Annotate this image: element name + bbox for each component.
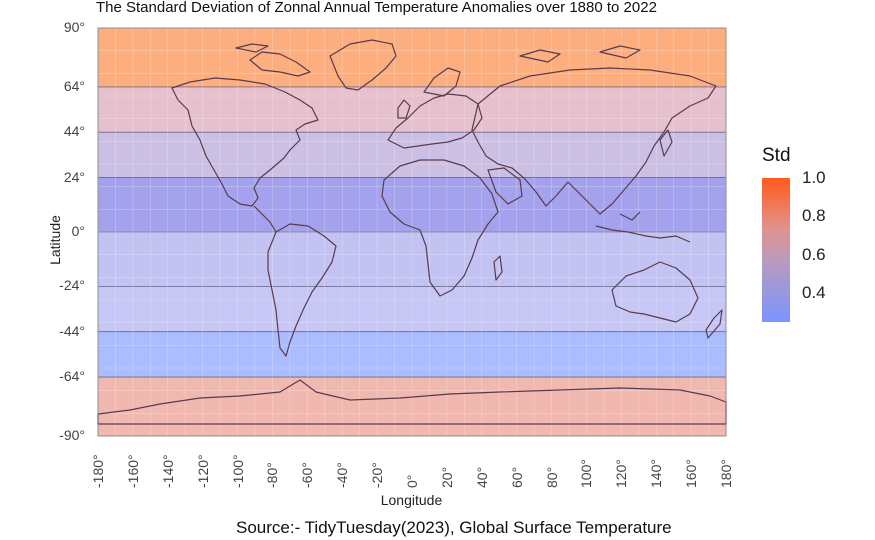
x-tick-label: -40° [334,462,351,488]
x-axis-label: Longitude [380,492,443,508]
legend-colorbar [762,178,790,322]
zone-band-5 [97,285,727,333]
north-america-outline [171,77,319,207]
zone-band-1 [97,86,727,133]
legend-title: Std [762,145,791,166]
y-tick-label: 44° [63,123,85,140]
y-tick-label: -44° [59,322,85,339]
greenland-outline [329,39,397,91]
y-tick-label: -24° [59,277,85,294]
legend-tick-label: 0.8 [802,206,826,226]
arctic-islands-outline [235,43,311,77]
y-tick-label: 90° [63,19,85,35]
scandinavia-outline [423,67,461,97]
x-tick-label: 80° [543,466,560,488]
x-tick-label: 120° [613,459,630,488]
x-tick-label: -80° [264,462,281,488]
chart-title: The Standard Deviation of Zonnal Annual … [96,0,657,16]
zone-band-3 [97,177,727,233]
x-tick-label: 60° [508,466,525,488]
x-tick-label: -160° [124,454,141,488]
y-tick-label: 0° [71,223,85,239]
latitude-zones [97,27,727,437]
x-tick-label: -140° [159,454,176,488]
legend-tick-label: 0.4 [802,283,826,303]
siberia-islands-outline [519,45,641,63]
arabia-outline [487,167,523,205]
y-tick-label: -64° [59,368,85,385]
zone-band-7 [97,376,727,437]
south-america-outline [267,223,337,357]
x-tick-label: 0° [404,474,420,488]
y-tick-label: -90° [59,427,85,443]
x-tick-label: 20° [438,466,455,488]
new-zealand-outline [705,309,723,339]
legend-tick-label: 1.0 [802,168,826,187]
y-tick-label: 64° [63,77,85,94]
x-tick-label: -120° [194,454,211,488]
x-tick-label: 160° [683,459,700,488]
indonesia-outline [595,211,691,243]
africa-outline [381,159,499,297]
europe-outline [387,93,483,149]
central-america-outline [253,205,277,233]
x-axis-label-wrap: Longitude [0,492,875,508]
x-tick-label: -100° [229,454,246,488]
zone-band-4 [97,231,727,287]
x-tick-label: -20° [369,462,386,488]
x-tick-label: -180° [90,454,106,488]
x-tick-label: 140° [648,459,665,488]
coastlines [97,39,727,425]
x-tick-label: 40° [473,466,490,488]
uk-outline [397,99,411,119]
zone-band-2 [97,131,727,178]
grid-lines [97,27,727,437]
madagascar-outline [493,255,503,281]
x-tick-label: 180° [718,459,734,488]
japan-outline [659,129,673,157]
australia-outline [611,261,699,323]
x-tick-label: 100° [578,459,595,488]
antarctica-outline [97,379,727,425]
legend-tick-label: 0.6 [802,244,826,264]
y-axis-label: Latitude [46,215,63,265]
y-tick-label: 24° [63,168,85,185]
source-caption: Source:- TidyTuesday(2023), Global Surfa… [236,518,672,537]
x-tick-label: -60° [299,462,316,488]
asia-outline [471,67,717,215]
